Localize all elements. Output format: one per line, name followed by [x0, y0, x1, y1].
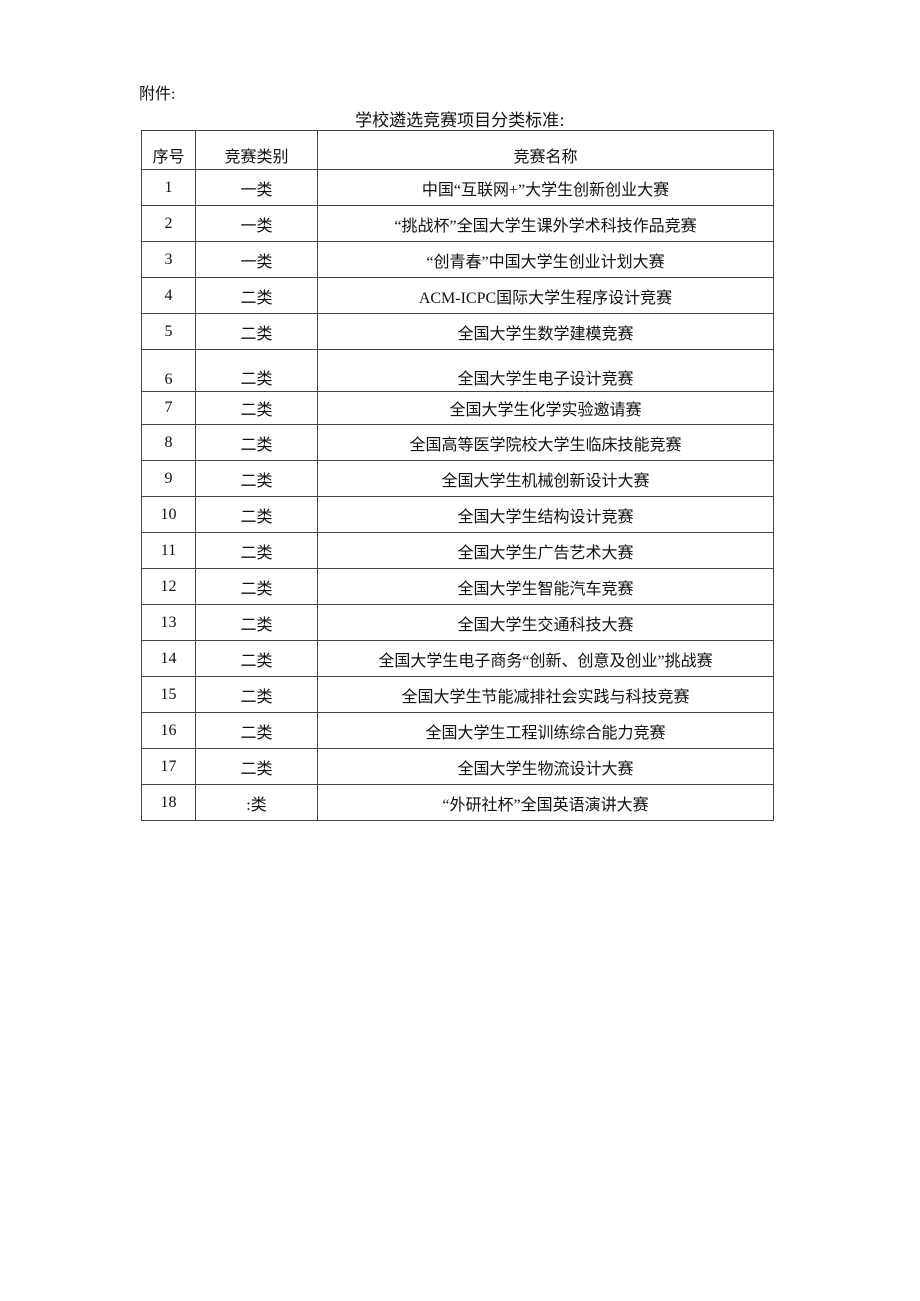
column-header-number: 序号 — [141, 130, 196, 170]
cell-name: 全国大学生智能汽车竞赛 — [317, 568, 774, 605]
cell-name: 全国大学生交通科技大赛 — [317, 604, 774, 641]
cell-name: 全国大学生机械创新设计大赛 — [317, 460, 774, 497]
table-row: 18:类 “外研社杯”全国英语演讲大赛 — [141, 784, 774, 821]
column-header-name: 竞赛名称 — [317, 130, 774, 170]
table-row: 14 二类 全国大学生电子商务“创新、创意及创业”挑战赛 — [141, 640, 774, 677]
cell-number: 6 — [141, 349, 196, 392]
cell-number: 7 — [141, 391, 196, 425]
table-row: 5 二类 全国大学生数学建模竞赛 — [141, 313, 774, 350]
table-row: 4 二类 ACM-ICPC国际大学生程序设计竞赛 — [141, 277, 774, 314]
cell-number: 14 — [141, 640, 196, 677]
cell-name: ACM-ICPC国际大学生程序设计竞赛 — [317, 277, 774, 314]
cell-name: “外研社杯”全国英语演讲大赛 — [317, 784, 774, 821]
cell-number: 12 — [141, 568, 196, 605]
table-row: 16 二类 全国大学生工程训练综合能力竞赛 — [141, 712, 774, 749]
cell-name: “创青春”中国大学生创业计划大赛 — [317, 241, 774, 278]
cell-number: 18 — [141, 784, 196, 821]
cell-category: 一类 — [195, 241, 318, 278]
competition-table: 序号 竞赛类别 竞赛名称 1 一类 中国“互联网+”大学生创新创业大赛 2 一类 “挑战杯… — [141, 130, 774, 821]
cell-number: 13 — [141, 604, 196, 641]
cell-number: 17 — [141, 748, 196, 785]
cell-number: 16 — [141, 712, 196, 749]
cell-category: :类 — [195, 784, 318, 821]
cell-category: 一类 — [195, 169, 318, 206]
attachment-label: 附件: — [139, 86, 176, 103]
cell-number: 5 — [141, 313, 196, 350]
cell-name: “挑战杯”全国大学生课外学术科技作品竞赛 — [317, 205, 774, 242]
cell-category: 二类 — [195, 532, 318, 569]
table-row: 13 二类 全国大学生交通科技大赛 — [141, 604, 774, 641]
cell-number: 9 — [141, 460, 196, 497]
cell-category: 一类 — [195, 205, 318, 242]
cell-name: 全国大学生电子设计竞赛 — [317, 349, 774, 392]
cell-name: 全国高等医学院校大学生临床技能竞赛 — [317, 424, 774, 461]
table-row: 1 一类 中国“互联网+”大学生创新创业大赛 — [141, 169, 774, 206]
table-header-row: 序号 竞赛类别 竞赛名称 — [141, 130, 774, 170]
cell-name: 全国大学生化学实验邀请赛 — [317, 391, 774, 425]
table-row: 9 二类 全国大学生机械创新设计大赛 — [141, 460, 774, 497]
table-row: 15 二类 全国大学生节能减排社会实践与科技竞赛 — [141, 676, 774, 713]
cell-name: 全国大学生广告艺术大赛 — [317, 532, 774, 569]
cell-number: 4 — [141, 277, 196, 314]
table-row: 11 二类 全国大学生广告艺术大赛 — [141, 532, 774, 569]
cell-category: 二类 — [195, 313, 318, 350]
cell-category: 二类 — [195, 748, 318, 785]
table-row: 7 二类 全国大学生化学实验邀请赛 — [141, 391, 774, 425]
cell-number: 3 — [141, 241, 196, 278]
table-row: 2 一类 “挑战杯”全国大学生课外学术科技作品竞赛 — [141, 205, 774, 242]
cell-name: 全国大学生工程训练综合能力竞赛 — [317, 712, 774, 749]
cell-category: 二类 — [195, 460, 318, 497]
document-title: 学校遴选竞赛项目分类标准: — [355, 111, 565, 131]
table-row: 6 二类 全国大学生电子设计竞赛 — [141, 349, 774, 392]
table-row: 12 二类 全国大学生智能汽车竞赛 — [141, 568, 774, 605]
cell-name: 全国大学生数学建模竞赛 — [317, 313, 774, 350]
cell-number: 2 — [141, 205, 196, 242]
cell-number: 15 — [141, 676, 196, 713]
cell-name: 中国“互联网+”大学生创新创业大赛 — [317, 169, 774, 206]
cell-name: 全国大学生物流设计大赛 — [317, 748, 774, 785]
table-row: 17 二类 全国大学生物流设计大赛 — [141, 748, 774, 785]
cell-category: 二类 — [195, 712, 318, 749]
cell-category: 二类 — [195, 568, 318, 605]
cell-category: 二类 — [195, 391, 318, 425]
cell-category: 二类 — [195, 640, 318, 677]
cell-name: 全国大学生节能减排社会实践与科技竞赛 — [317, 676, 774, 713]
cell-category: 二类 — [195, 604, 318, 641]
cell-number: 1 — [141, 169, 196, 206]
cell-category: 二类 — [195, 676, 318, 713]
cell-name: 全国大学生结构设计竞赛 — [317, 496, 774, 533]
cell-number: 11 — [141, 532, 196, 569]
cell-category: 二类 — [195, 496, 318, 533]
cell-category: 二类 — [195, 424, 318, 461]
cell-number: 10 — [141, 496, 196, 533]
cell-category: 二类 — [195, 277, 318, 314]
column-header-category: 竞赛类别 — [195, 130, 318, 170]
table-row: 10 二类 全国大学生结构设计竞赛 — [141, 496, 774, 533]
table-row: 8 二类 全国高等医学院校大学生临床技能竞赛 — [141, 424, 774, 461]
table-row: 3 一类 “创青春”中国大学生创业计划大赛 — [141, 241, 774, 278]
cell-category: 二类 — [195, 349, 318, 392]
cell-name: 全国大学生电子商务“创新、创意及创业”挑战赛 — [317, 640, 774, 677]
cell-number: 8 — [141, 424, 196, 461]
